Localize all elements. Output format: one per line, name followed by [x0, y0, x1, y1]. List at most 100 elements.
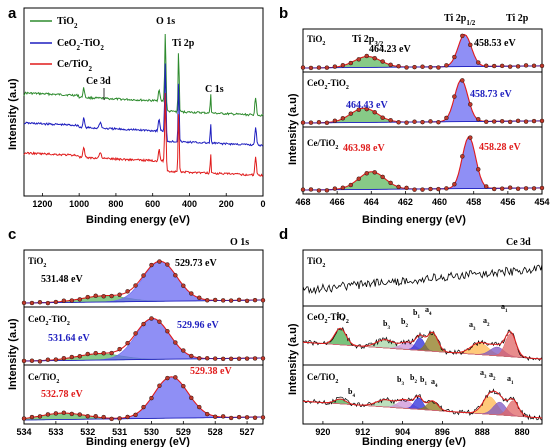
x-tick-label: 529 — [176, 427, 191, 437]
data-point — [212, 356, 218, 361]
data-point — [181, 283, 186, 288]
panel-c-ylabel: Intensity (a.u) — [7, 318, 19, 390]
data-point — [364, 106, 369, 112]
x-tick-label: 530 — [144, 427, 159, 437]
d2-b2: b2 — [401, 317, 408, 329]
data-point — [507, 64, 513, 69]
panel-b-x-ticks: 468 466 464 462 460 458 456 454 — [295, 191, 550, 207]
d2-a3: a3 — [469, 320, 476, 332]
panel-a-frame — [23, 7, 264, 197]
data-point — [197, 356, 202, 361]
panel-b-letter: b — [279, 5, 288, 22]
data-point — [308, 120, 314, 125]
panel-c-curves — [21, 259, 266, 422]
data-point — [324, 65, 330, 70]
data-point — [21, 416, 27, 421]
data-point — [252, 356, 258, 361]
data-point — [316, 65, 322, 70]
x-tick-label: 800 — [108, 199, 123, 209]
data-point — [380, 115, 385, 120]
x-tick-label: 1000 — [69, 199, 89, 209]
panel-b-title: Ti 2p — [506, 13, 529, 24]
x-tick-label: 532 — [80, 427, 95, 437]
data-point — [356, 57, 361, 62]
data-point — [236, 297, 242, 303]
data-point — [356, 176, 361, 181]
data-point — [515, 64, 521, 69]
anno-c1s: C 1s — [205, 84, 224, 95]
x-tick-label: 912 — [355, 427, 370, 437]
data-point — [37, 414, 43, 419]
data-point — [181, 348, 186, 353]
data-point — [252, 415, 258, 420]
data-point — [531, 118, 537, 124]
panel-d-peak-labels-2: b4 b3 b2 b1 a4 a3 a2 a1 — [337, 302, 508, 332]
data-point — [165, 375, 170, 381]
data-point — [133, 412, 138, 418]
data-point — [444, 115, 449, 121]
data-point — [372, 170, 377, 175]
data-point — [69, 354, 75, 360]
d3-a1: a1 — [507, 374, 514, 386]
data-point — [436, 65, 441, 70]
d2-a4: a4 — [425, 305, 432, 317]
data-point — [236, 414, 242, 420]
data-point — [93, 350, 98, 356]
d3-a4: a4 — [431, 377, 438, 389]
panel-b-val-1b: 458.53 eV — [474, 38, 516, 49]
data-point — [539, 185, 545, 191]
data-point — [324, 120, 330, 126]
panel-b-sample-3: Ce/TiO2 — [307, 138, 338, 151]
data-point — [117, 416, 122, 421]
ce3d-envelope — [302, 390, 543, 419]
data-point — [61, 410, 67, 415]
data-point — [340, 185, 346, 190]
x-tick-label: 888 — [475, 427, 490, 437]
data-point — [372, 110, 377, 115]
data-point — [228, 298, 234, 303]
data-point — [452, 54, 457, 60]
data-point — [332, 118, 338, 123]
panel-d-ce3d: 920 912 904 896 888 880 TiO2 CeO2-TiO2 Ce/TiO… — [287, 237, 543, 447]
data-point — [531, 63, 537, 68]
d2-a1: a1 — [501, 302, 508, 314]
data-point — [133, 283, 138, 288]
panel-c-o1s: 534 533 532 531 530 529 528 527 TiO2 CeO2-TiO2 … — [7, 237, 266, 447]
d2-b3: b3 — [383, 319, 390, 331]
data-point — [149, 395, 154, 401]
data-point — [189, 353, 194, 359]
data-point — [149, 262, 154, 268]
data-point — [380, 174, 385, 180]
data-point — [404, 65, 409, 70]
data-point — [29, 358, 35, 363]
data-point — [468, 135, 473, 140]
d2-a2: a2 — [483, 316, 490, 328]
data-point — [244, 415, 250, 420]
anno-ti2p: Ti 2p — [172, 38, 195, 49]
data-point — [21, 300, 27, 306]
data-point — [205, 356, 210, 361]
data-point — [45, 412, 51, 417]
data-point — [228, 356, 234, 362]
data-point — [539, 63, 545, 69]
data-point — [260, 415, 266, 420]
panel-c-sample-3: Ce/TiO2 — [28, 372, 59, 385]
panel-c-sample-1: TiO2 — [28, 256, 46, 269]
panel-b-peak-label-ti2p1-2: Ti 2p1/2 — [444, 13, 476, 27]
data-point — [189, 291, 194, 296]
data-point — [220, 298, 226, 303]
data-point — [523, 63, 529, 68]
legend-ceo2-tio2: CeO2-TiO2 — [57, 38, 104, 52]
ce3d-data-line — [302, 326, 543, 361]
data-point — [340, 116, 346, 121]
data-point — [452, 94, 457, 99]
data-point — [364, 53, 369, 59]
data-point — [380, 59, 385, 64]
x-tick-label: 920 — [315, 427, 330, 437]
data-point — [53, 411, 59, 416]
data-point — [93, 414, 98, 419]
panel-d-sample-1: TiO2 — [307, 256, 325, 269]
data-point — [260, 356, 266, 361]
data-point — [220, 414, 226, 419]
data-point — [404, 185, 409, 191]
